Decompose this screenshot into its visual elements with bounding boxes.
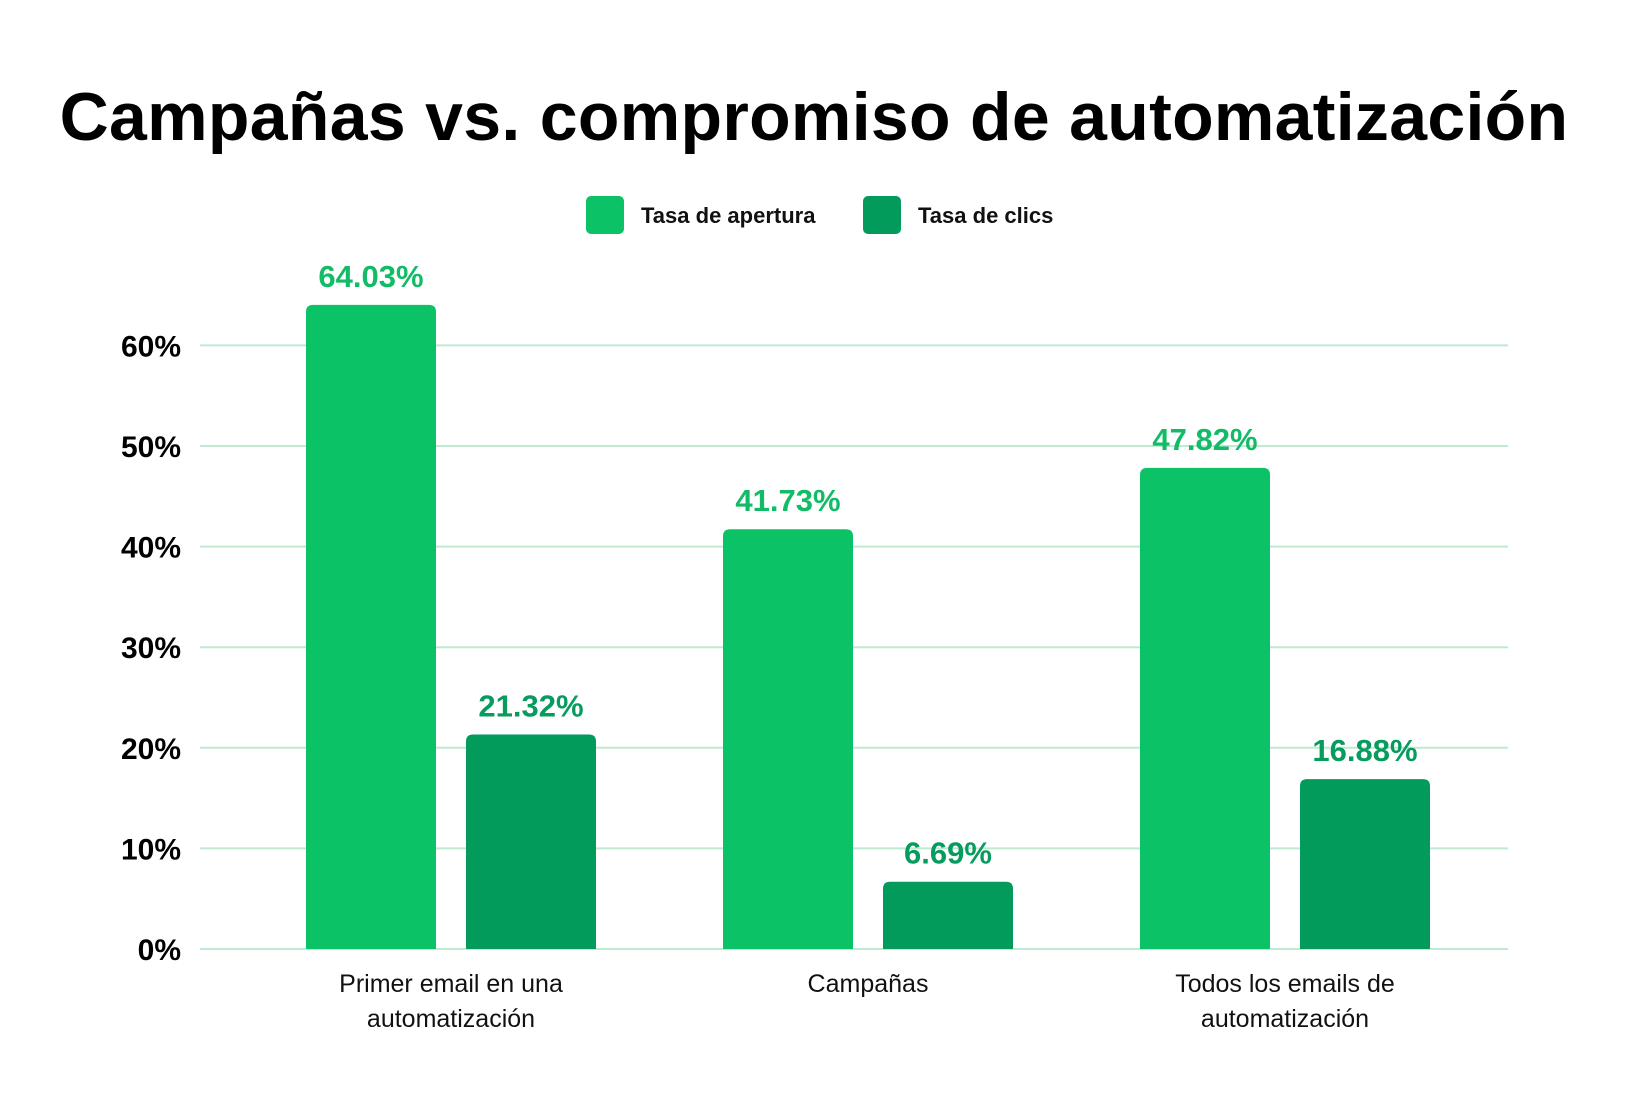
y-tick-label: 50% [121, 431, 181, 464]
category-label: Todos los emails de [1175, 970, 1395, 998]
legend-swatch [863, 196, 901, 234]
y-tick-label: 60% [121, 330, 181, 363]
value-labels: 64.03% 41.73% 47.82% 21.32% 6.69% 16.88% [318, 259, 1417, 871]
legend-swatch [586, 196, 624, 234]
category-label: automatización [1201, 1005, 1369, 1033]
bar-open-rate-1 [723, 529, 853, 949]
chart-title: Campañas vs. compromiso de automatizació… [59, 79, 1569, 155]
y-tick-label: 0% [138, 934, 181, 967]
y-tick-label: 20% [121, 733, 181, 766]
x-axis-categories: Primer email en una automatización Campaña… [339, 970, 1395, 1033]
bar-click-rate-0 [466, 734, 596, 949]
legend-label: Tasa de clics [918, 203, 1053, 228]
y-tick-label: 30% [121, 632, 181, 665]
bars [306, 304, 1430, 950]
bar-open-rate-0 [306, 304, 436, 950]
value-label: 47.82% [1152, 422, 1257, 457]
y-tick-label: 10% [121, 833, 181, 866]
value-label: 21.32% [478, 689, 583, 724]
legend-label: Tasa de apertura [641, 203, 816, 228]
y-axis-ticks: 0% 10% 20% 30% 40% 50% 60% [121, 330, 181, 967]
bar-click-rate-1 [883, 881, 1013, 949]
value-label: 6.69% [904, 836, 992, 871]
y-tick-label: 40% [121, 532, 181, 565]
value-label: 16.88% [1312, 733, 1417, 768]
category-label: automatización [367, 1005, 535, 1033]
legend: Tasa de apertura Tasa de clics [586, 196, 1053, 234]
category-label: Primer email en una [339, 970, 563, 998]
bar-open-rate-2 [1140, 467, 1270, 949]
category-label: Campañas [808, 970, 929, 998]
value-label: 41.73% [735, 483, 840, 518]
bar-click-rate-2 [1300, 779, 1430, 949]
value-label: 64.03% [318, 259, 423, 294]
